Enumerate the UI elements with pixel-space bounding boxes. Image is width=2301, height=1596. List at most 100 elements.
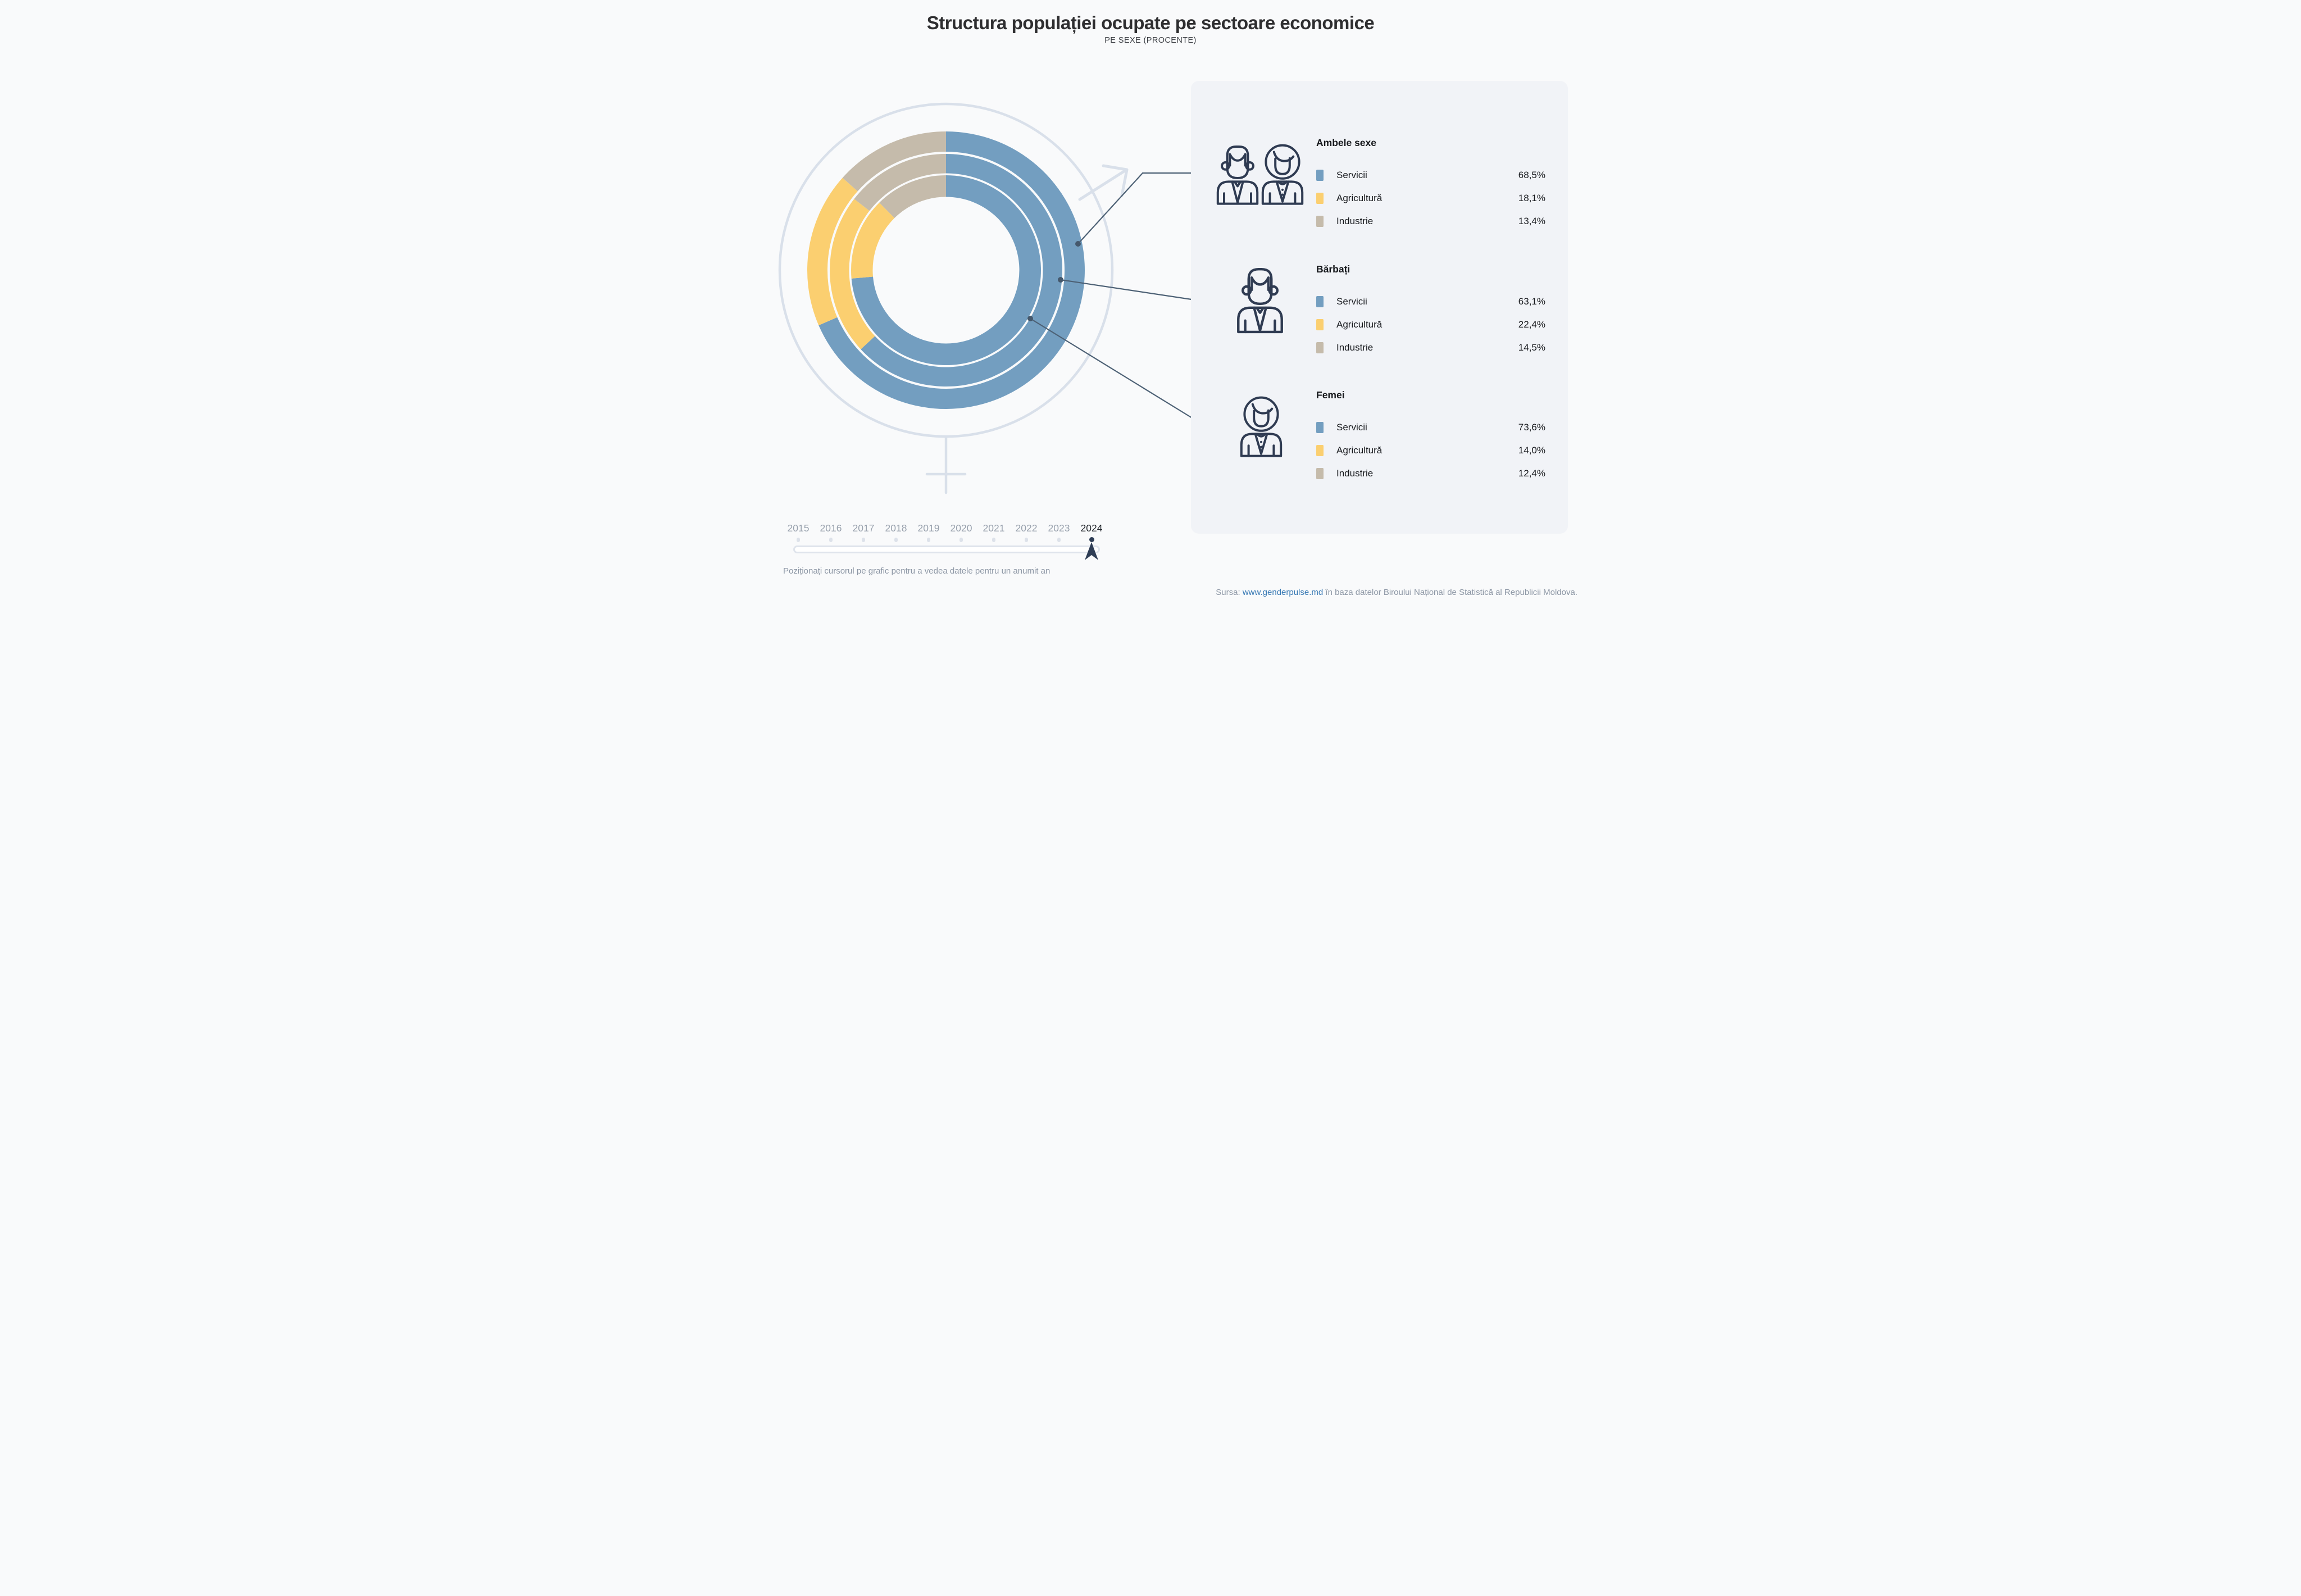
agricultura-swatch — [1316, 319, 1324, 330]
legend-value: 13,4% — [1518, 215, 1545, 226]
servicii-swatch — [1316, 421, 1324, 433]
callout-dot-ambele-sexe — [1075, 241, 1081, 247]
legend-label: Industrie — [1336, 342, 1374, 353]
legend-row: Industrie 14,5% — [1316, 336, 1545, 359]
callout-lines — [1030, 172, 1203, 425]
legend-label: Industrie — [1336, 215, 1374, 226]
legend-value: 63,1% — [1518, 295, 1545, 307]
legend-group-ambele-sexe: Ambele sexe Servicii 68,5% Agricultură 1… — [1316, 137, 1545, 233]
legend-value: 73,6% — [1518, 421, 1545, 433]
servicii-swatch — [1316, 169, 1324, 181]
source-suffix: în baza datelor Biroului Național de Sta… — [1323, 588, 1577, 597]
year-label-2024[interactable]: 2024 — [1080, 522, 1103, 534]
agricultura-swatch — [1316, 444, 1324, 456]
donut-rings[interactable] — [807, 131, 1085, 410]
year-label-2021[interactable]: 2021 — [983, 522, 1005, 534]
callout-dot-barbati — [1058, 277, 1063, 283]
industrie-swatch — [1316, 467, 1324, 479]
timeline-hint: Poziționați cursorul pe grafic pentru a … — [783, 566, 1051, 576]
timeline-track[interactable] — [793, 545, 1100, 553]
year-dot-2017[interactable] — [862, 538, 865, 542]
year-dot-2019[interactable] — [927, 538, 930, 542]
ring-segment-middle-0[interactable] — [861, 154, 1063, 387]
legend-value: 12,4% — [1518, 467, 1545, 479]
legend-group-barbati: Bărbați Servicii 63,1% Agricultură 22,4%… — [1316, 263, 1545, 359]
ring-segment-middle-1[interactable] — [830, 199, 875, 349]
legend-row: Agricultură 18,1% — [1316, 187, 1545, 210]
legend-value: 18,1% — [1518, 192, 1545, 203]
year-dot-2021[interactable] — [992, 538, 995, 542]
year-dot-cell-2015[interactable] — [782, 538, 815, 542]
year-dot-cell-2024[interactable] — [1075, 537, 1108, 542]
industrie-swatch — [1316, 215, 1324, 227]
ring-segment-inner-2[interactable] — [879, 175, 946, 219]
source-prefix: Sursa: — [1216, 588, 1243, 597]
year-dot-2022[interactable] — [1025, 538, 1028, 542]
legend-label: Agricultură — [1336, 444, 1383, 456]
ring-segment-outer-2[interactable] — [842, 131, 946, 192]
male-arrow-icon — [1078, 164, 1129, 201]
couple-icon — [1216, 144, 1304, 205]
year-dot-cell-2021[interactable] — [977, 538, 1010, 542]
callout-dots — [1027, 241, 1081, 321]
year-dot-cell-2016[interactable] — [815, 538, 847, 542]
legend-group-femei: Femei Servicii 73,6% Agricultură 14,0% I… — [1316, 389, 1545, 485]
year-label-2017[interactable]: 2017 — [852, 522, 875, 534]
legend-group-title: Ambele sexe — [1316, 137, 1377, 148]
year-dot-cell-2023[interactable] — [1043, 538, 1075, 542]
year-label-2015[interactable]: 2015 — [787, 522, 810, 534]
source-link[interactable]: www.genderpulse.md — [1242, 588, 1324, 597]
servicii-swatch — [1316, 295, 1324, 307]
ring-segment-middle-2[interactable] — [854, 154, 946, 211]
page-title: Structura populației ocupate pe sectoare… — [926, 12, 1375, 33]
legend-panel: Ambele sexe Servicii 68,5% Agricultură 1… — [1191, 81, 1568, 534]
year-label-2018[interactable]: 2018 — [885, 522, 907, 534]
callout-line-femei — [1030, 318, 1203, 425]
legend-value: 14,5% — [1518, 342, 1545, 353]
legend-value: 68,5% — [1518, 169, 1545, 180]
legend-row: Industrie 12,4% — [1316, 462, 1545, 485]
legend-group-title: Bărbați — [1316, 263, 1350, 275]
legend-label: Servicii — [1336, 421, 1367, 433]
callout-line-barbati — [1060, 279, 1203, 302]
year-dot-cell-2022[interactable] — [1010, 538, 1043, 542]
year-dot-2020[interactable] — [959, 538, 963, 542]
year-dot-2016[interactable] — [829, 538, 833, 542]
legend-label: Industrie — [1336, 467, 1374, 479]
legend-row: Agricultură 14,0% — [1316, 439, 1545, 462]
legend-group-title: Femei — [1316, 389, 1345, 401]
year-dot-2018[interactable] — [894, 538, 898, 542]
source-note: Sursa: www.genderpulse.md în baza datelo… — [1216, 588, 1577, 597]
year-label-2016[interactable]: 2016 — [820, 522, 842, 534]
year-dot-2024[interactable] — [1089, 537, 1094, 542]
legend-row: Servicii 68,5% — [1316, 163, 1545, 187]
year-dot-cell-2018[interactable] — [880, 538, 912, 542]
timeline-years[interactable]: 2015 2016 2017 2018 2019 2020 2021 2022 2023 2024 — [782, 522, 1108, 534]
year-dot-cell-2019[interactable] — [912, 538, 945, 542]
callout-dot-femei — [1027, 316, 1033, 321]
year-label-2022[interactable]: 2022 — [1015, 522, 1038, 534]
year-dot-cell-2017[interactable] — [847, 538, 880, 542]
year-label-2023[interactable]: 2023 — [1048, 522, 1070, 534]
year-label-2019[interactable]: 2019 — [917, 522, 940, 534]
female-cross-icon — [925, 435, 967, 494]
legend-row: Servicii 73,6% — [1316, 416, 1545, 439]
legend-label: Agricultură — [1336, 192, 1383, 203]
year-dot-cell-2020[interactable] — [945, 538, 977, 542]
agricultura-swatch — [1316, 192, 1324, 204]
year-label-2020[interactable]: 2020 — [950, 522, 972, 534]
legend-row: Servicii 63,1% — [1316, 290, 1545, 313]
ring-segment-inner-1[interactable] — [851, 202, 895, 279]
woman-icon — [1240, 396, 1283, 457]
year-dot-2023[interactable] — [1057, 538, 1061, 542]
legend-value: 14,0% — [1518, 444, 1545, 456]
legend-label: Agricultură — [1336, 319, 1383, 330]
year-dot-2015[interactable] — [797, 538, 800, 542]
page-subtitle: PE SEXE (PROCENTE) — [1104, 36, 1197, 45]
timeline-dots[interactable] — [782, 537, 1108, 542]
man-icon — [1235, 264, 1285, 334]
ring-segment-outer-1[interactable] — [807, 178, 858, 326]
donut-chart[interactable] — [710, 0, 1591, 611]
industrie-swatch — [1316, 342, 1324, 353]
gender-symbol-circle — [778, 102, 1114, 438]
